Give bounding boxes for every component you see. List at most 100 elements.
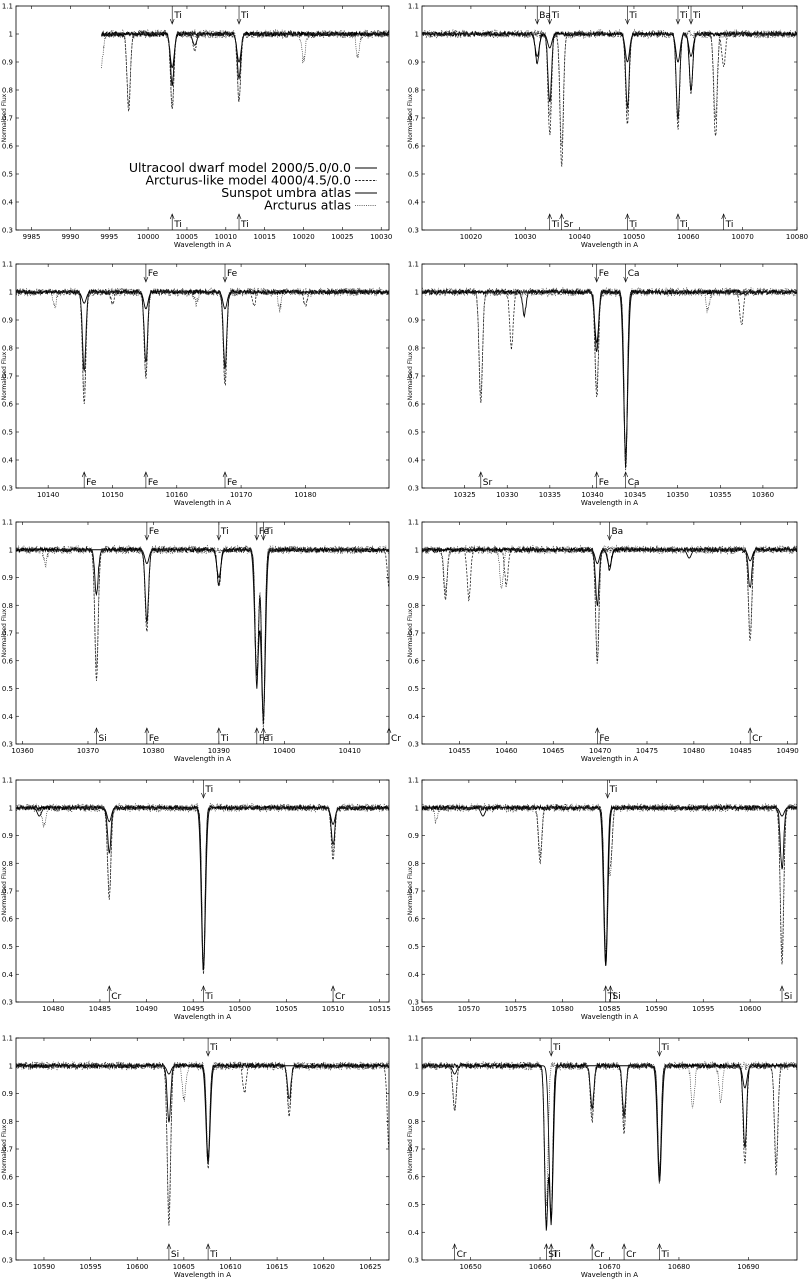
y-tick-label: 0.9 — [2, 317, 13, 325]
y-tick-label: 0.7 — [2, 888, 13, 896]
x-tick-label: 10605 — [173, 1263, 195, 1271]
y-tick-label: 0.8 — [408, 87, 419, 95]
y-tick-label: 0.5 — [408, 429, 419, 437]
x-axis-label: Wavelength in A — [174, 241, 231, 249]
chart-panel: 0.3 0.4 0.5 0.6 0.7 0.8 0.9 1 1.1 10455 10460 10465… — [407, 519, 799, 764]
x-tick-label: 10590 — [645, 1005, 667, 1013]
chart-panel: 0.3 0.4 0.5 0.6 0.7 0.8 0.9 1 1.1 10590 10595 10600… — [1, 1035, 390, 1279]
arrow-up-icon — [559, 213, 564, 220]
legend-entry-label: Arcturus-like model 4000/4.5/0.0 — [146, 173, 352, 188]
x-tick-label: 9985 — [23, 233, 41, 241]
series-line — [422, 30, 797, 167]
y-axis-label: Normalised Flux — [1, 351, 8, 400]
y-tick-label: 1.1 — [408, 261, 419, 269]
y-axis-label: Normalised Flux — [1, 608, 8, 657]
series-line — [422, 28, 797, 147]
arrow-down-icon — [201, 792, 206, 799]
x-tick-label: 10465 — [542, 747, 564, 755]
series-line — [422, 288, 797, 468]
arrow-up-icon — [330, 985, 336, 992]
y-axis-label: Normalised Flux — [1, 93, 8, 142]
arrow-up-icon — [94, 727, 99, 734]
y-tick-label: 1 — [9, 289, 13, 297]
y-tick-label: 1.1 — [408, 519, 419, 527]
y-tick-label: 0.7 — [408, 888, 419, 896]
arrow-down-icon — [205, 1050, 211, 1057]
line-id-label: Fe — [599, 734, 610, 744]
series-line — [16, 546, 389, 723]
series-line — [16, 549, 389, 717]
line-id-label: Fe — [599, 478, 610, 488]
arrow-up-icon — [657, 1243, 662, 1250]
line-id-label: Fe — [599, 269, 610, 279]
line-id-label: Si — [548, 1250, 556, 1260]
y-tick-label: 1.1 — [2, 777, 13, 785]
line-id-label: Ba — [539, 11, 551, 21]
y-tick-label: 0.6 — [408, 657, 420, 665]
y-tick-label: 1 — [9, 804, 13, 812]
x-tick-label: 10025 — [331, 233, 353, 241]
line-id-label: Fe — [148, 478, 159, 488]
y-tick-label: 0.5 — [408, 171, 419, 179]
x-tick-label: 10005 — [176, 233, 198, 241]
y-tick-label: 0.4 — [408, 1229, 420, 1237]
line-id-label: Ti — [661, 1250, 670, 1260]
y-tick-label: 0.8 — [408, 860, 419, 868]
y-tick-label: 0.9 — [408, 1090, 419, 1098]
x-tick-label: 10585 — [598, 1005, 620, 1013]
x-tick-label: 10510 — [322, 1005, 344, 1013]
x-tick-label: 10170 — [230, 491, 252, 499]
x-tick-label: 10030 — [370, 233, 392, 241]
y-tick-label: 0.3 — [408, 227, 419, 235]
plot-frame — [421, 779, 798, 1003]
x-tick-label: 10180 — [294, 491, 316, 499]
line-id-label: Fe — [259, 734, 270, 744]
x-tick-label: 10490 — [135, 1005, 157, 1013]
series-line — [422, 802, 797, 956]
y-tick-label: 0.7 — [408, 115, 419, 123]
arrow-up-icon — [81, 471, 87, 478]
arrow-up-icon — [143, 471, 149, 478]
x-tick-label: 10600 — [126, 1263, 148, 1271]
arrow-up-icon — [205, 1243, 211, 1250]
x-tick-label: 10615 — [266, 1263, 288, 1271]
x-tick-label: 10485 — [730, 747, 752, 755]
plot-frame — [421, 521, 798, 745]
arrow-up-icon — [386, 727, 392, 734]
y-tick-label: 1.1 — [408, 3, 419, 11]
line-id-label: Fe — [227, 478, 238, 488]
y-tick-label: 0.6 — [2, 401, 14, 409]
arrow-up-icon — [166, 1243, 172, 1250]
x-axis-label: Wavelength in A — [581, 755, 638, 763]
line-id-label: Fe — [149, 734, 160, 744]
series-line — [16, 1062, 389, 1226]
y-axis-label: Normalised Flux — [407, 93, 414, 142]
line-id-label: Ti — [264, 734, 273, 744]
y-tick-label: 0.4 — [408, 713, 420, 721]
y-tick-label: 0.9 — [2, 59, 13, 67]
chart-panel: 0.3 0.4 0.5 0.6 0.7 0.8 0.9 1 1.1 10325 10330 10335… — [407, 261, 798, 507]
line-id-label: Cr — [594, 1250, 604, 1260]
y-tick-label: 1 — [415, 289, 419, 297]
line-id-label: Fe — [227, 269, 238, 279]
y-tick-label: 0.6 — [2, 915, 14, 923]
y-tick-label: 0.6 — [2, 657, 14, 665]
y-tick-label: 1 — [9, 31, 13, 39]
line-id-label: Fe — [86, 478, 97, 488]
line-id-label: Si — [171, 1250, 179, 1260]
line-id-label: Ti — [209, 1043, 218, 1053]
series-line — [101, 33, 389, 69]
x-tick-label: 10335 — [539, 491, 561, 499]
chart-panel: 0.3 0.4 0.5 0.6 0.7 0.8 0.9 1 1.1 10360 10370 10380… — [1, 519, 401, 764]
x-axis-label: Wavelength in A — [174, 1271, 231, 1279]
line-id-label: Sr — [564, 220, 574, 230]
x-tick-label: 10570 — [458, 1005, 480, 1013]
series-line — [422, 544, 797, 659]
x-tick-label: 10000 — [137, 233, 159, 241]
arrow-down-icon — [534, 18, 540, 25]
x-tick-label: 10475 — [636, 747, 658, 755]
y-tick-label: 0.4 — [408, 199, 420, 207]
arrow-up-icon — [548, 1243, 554, 1250]
line-id-label: Ti — [609, 785, 618, 795]
